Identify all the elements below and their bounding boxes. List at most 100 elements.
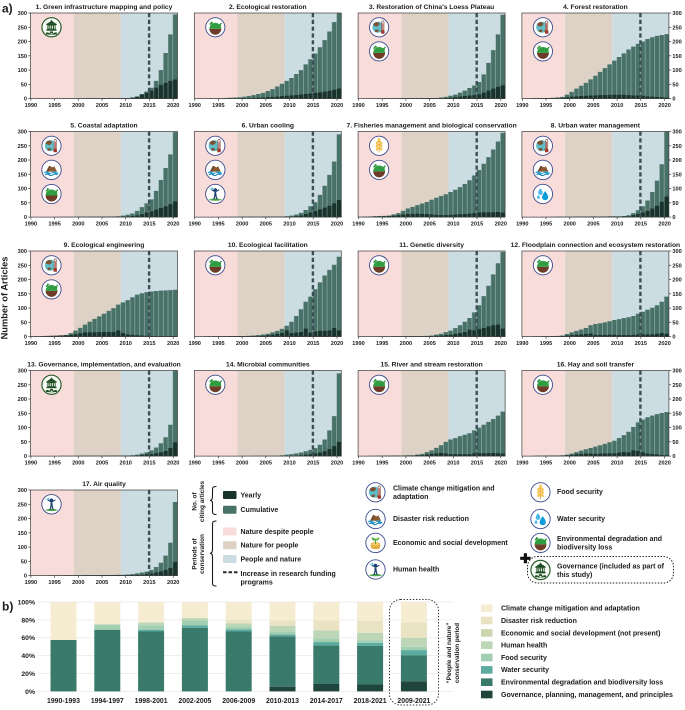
- svg-text:150: 150: [18, 411, 27, 417]
- svg-text:1998-2001: 1998-2001: [135, 698, 168, 705]
- svg-text:2000: 2000: [563, 103, 575, 109]
- svg-text:2009-2021: 2009-2021: [397, 698, 430, 705]
- svg-text:2002-2005: 2002-2005: [178, 698, 211, 705]
- svg-text:2005: 2005: [423, 222, 435, 228]
- svg-text:1990: 1990: [352, 103, 364, 109]
- svg-text:2015: 2015: [307, 341, 319, 347]
- svg-text:8. Urban water management: 8. Urban water management: [551, 123, 641, 130]
- svg-text:b): b): [2, 600, 13, 614]
- svg-text:1995: 1995: [540, 461, 552, 467]
- svg-text:2010-2013: 2010-2013: [266, 698, 299, 705]
- svg-text:Environmental degradation and: Environmental degradation and: [557, 536, 662, 543]
- svg-text:2015: 2015: [471, 461, 483, 467]
- svg-text:2005: 2005: [260, 103, 272, 109]
- svg-text:2. Ecological restoration: 2. Ecological restoration: [229, 4, 307, 11]
- svg-text:150: 150: [18, 531, 27, 537]
- svg-text:200: 200: [18, 278, 27, 284]
- svg-text:0: 0: [672, 215, 675, 221]
- svg-text:1995: 1995: [48, 461, 60, 467]
- svg-text:0: 0: [672, 454, 675, 460]
- svg-text:2000: 2000: [563, 461, 575, 467]
- svg-text:50: 50: [21, 201, 27, 207]
- svg-text:2005: 2005: [587, 341, 599, 347]
- svg-text:1990: 1990: [188, 461, 200, 467]
- svg-text:2020: 2020: [495, 103, 507, 109]
- svg-text:1995: 1995: [540, 103, 552, 109]
- svg-text:300: 300: [18, 249, 27, 255]
- svg-text:2010: 2010: [283, 103, 295, 109]
- svg-text:60%: 60%: [21, 635, 35, 642]
- svg-text:Water security: Water security: [501, 667, 549, 674]
- svg-text:100: 100: [18, 68, 27, 74]
- svg-text:conservation period: conservation period: [454, 623, 461, 683]
- svg-text:0: 0: [24, 215, 27, 221]
- svg-text:1990: 1990: [516, 103, 528, 109]
- svg-text:biodiversity loss: biodiversity loss: [557, 545, 612, 552]
- svg-text:200: 200: [672, 158, 681, 164]
- svg-text:2015: 2015: [307, 103, 319, 109]
- svg-text:100%: 100%: [18, 599, 35, 606]
- svg-text:0: 0: [24, 335, 27, 341]
- svg-text:2010: 2010: [611, 222, 623, 228]
- svg-text:2015: 2015: [143, 103, 155, 109]
- svg-text:2010: 2010: [611, 341, 623, 347]
- svg-text:16. Hay and soil transfer: 16. Hay and soil transfer: [557, 362, 635, 369]
- svg-text:1990: 1990: [188, 222, 200, 228]
- svg-text:2000: 2000: [236, 461, 248, 467]
- svg-text:2015: 2015: [143, 461, 155, 467]
- svg-text:1990: 1990: [25, 103, 37, 109]
- svg-text:2010: 2010: [119, 461, 131, 467]
- svg-text:1995: 1995: [212, 341, 224, 347]
- svg-text:2005: 2005: [260, 222, 272, 228]
- svg-text:2015: 2015: [635, 103, 647, 109]
- svg-text:2014-2017: 2014-2017: [310, 698, 343, 705]
- svg-text:Economic and social developmen: Economic and social development: [393, 540, 508, 547]
- svg-text:2015: 2015: [143, 580, 155, 586]
- svg-text:a): a): [2, 2, 13, 16]
- svg-text:2020: 2020: [331, 103, 343, 109]
- svg-text:250: 250: [672, 263, 681, 269]
- svg-text:100: 100: [672, 426, 681, 432]
- svg-text:2000: 2000: [72, 461, 84, 467]
- svg-text:Food security: Food security: [557, 489, 603, 496]
- svg-text:Disaster risk reduction: Disaster risk reduction: [393, 516, 469, 523]
- svg-text:100: 100: [672, 68, 681, 74]
- svg-text:2020: 2020: [495, 222, 507, 228]
- svg-text:11. Genetic diversity: 11. Genetic diversity: [399, 242, 464, 249]
- svg-text:0: 0: [672, 97, 675, 103]
- svg-text:Climate change mitigation and: Climate change mitigation and: [393, 486, 495, 493]
- svg-text:1995: 1995: [48, 103, 60, 109]
- svg-text:1990: 1990: [516, 222, 528, 228]
- svg-text:250: 250: [672, 25, 681, 31]
- svg-text:Number of Articles: Number of Articles: [0, 257, 10, 340]
- svg-text:6. Urban cooling: 6. Urban cooling: [242, 123, 294, 130]
- svg-text:150: 150: [18, 54, 27, 60]
- svg-text:2015: 2015: [471, 341, 483, 347]
- svg-text:2010: 2010: [119, 341, 131, 347]
- svg-text:Periods of: Periods of: [192, 538, 199, 570]
- svg-text:No. of: No. of: [192, 492, 199, 511]
- svg-text:1990: 1990: [352, 341, 364, 347]
- svg-text:2000: 2000: [72, 103, 84, 109]
- svg-text:300: 300: [18, 488, 27, 494]
- svg-text:2010: 2010: [119, 222, 131, 228]
- svg-text:1990-1993: 1990-1993: [47, 698, 80, 705]
- svg-text:2015: 2015: [471, 222, 483, 228]
- svg-text:Human health: Human health: [501, 643, 547, 650]
- svg-text:50: 50: [672, 440, 678, 446]
- svg-text:1990: 1990: [25, 341, 37, 347]
- svg-text:1990: 1990: [188, 341, 200, 347]
- svg-text:this study): this study): [557, 572, 592, 579]
- svg-text:2015: 2015: [143, 222, 155, 228]
- svg-text:40%: 40%: [21, 653, 35, 660]
- svg-text:1995: 1995: [212, 222, 224, 228]
- svg-text:2005: 2005: [96, 341, 108, 347]
- svg-text:2005: 2005: [96, 103, 108, 109]
- svg-text:Climate change mitigation and: Climate change mitigation and adaptation: [501, 606, 640, 613]
- svg-text:13. Governance, implementation: 13. Governance, implementation, and eval…: [27, 362, 180, 369]
- svg-text:2020: 2020: [495, 461, 507, 467]
- svg-text:2020: 2020: [167, 222, 179, 228]
- svg-text:1995: 1995: [48, 341, 60, 347]
- svg-text:2005: 2005: [587, 103, 599, 109]
- svg-text:2015: 2015: [635, 222, 647, 228]
